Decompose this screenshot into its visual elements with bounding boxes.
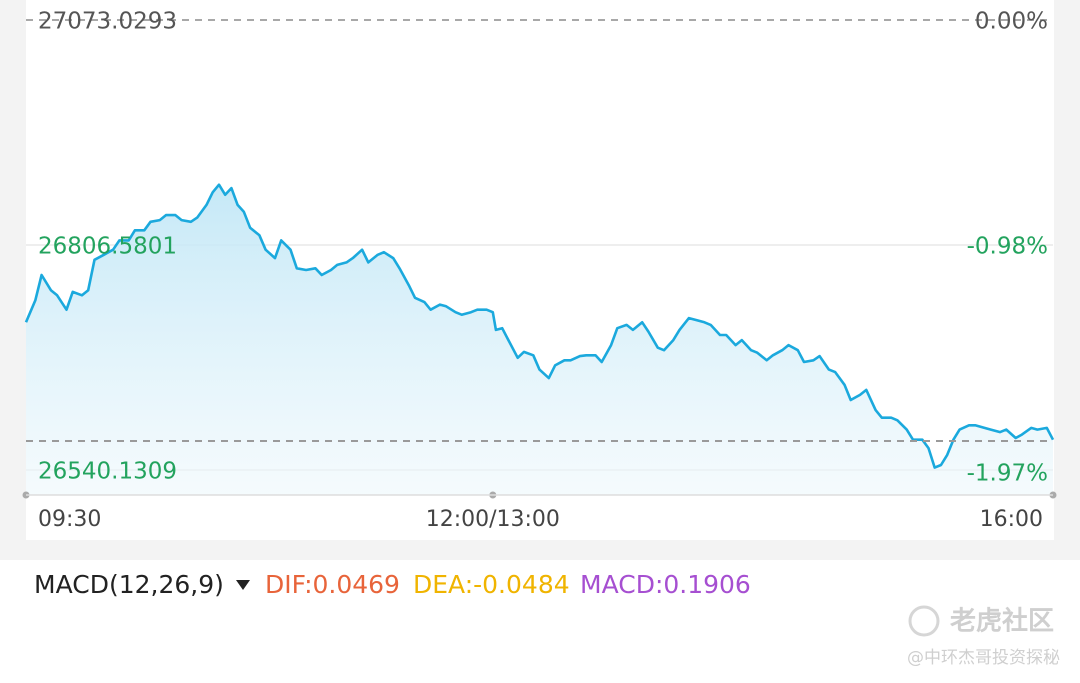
y2-tick-label: -1.97% bbox=[967, 461, 1048, 487]
dif-value: DIF:0.0469 bbox=[265, 570, 400, 599]
area-fill bbox=[26, 184, 1053, 495]
dropdown-arrow[interactable] bbox=[236, 580, 250, 590]
indicator-name[interactable]: MACD(12,26,9) bbox=[34, 570, 224, 599]
y-tick-label: 27073.0293 bbox=[38, 9, 177, 35]
y-tick-label: 26540.1309 bbox=[38, 458, 177, 484]
watermark-logo bbox=[908, 605, 940, 637]
watermark-author: @中环杰哥投资探秘 bbox=[907, 648, 1060, 668]
macd-value: MACD:0.1906 bbox=[580, 570, 751, 599]
x-tick-label: 09:30 bbox=[38, 507, 101, 532]
y2-tick-label: -0.98% bbox=[967, 233, 1048, 259]
dea-value: DEA:-0.0484 bbox=[413, 570, 570, 599]
indicator-panel bbox=[0, 560, 1080, 683]
x-tick-label: 16:00 bbox=[980, 507, 1043, 532]
y-tick-label: 26806.5801 bbox=[38, 233, 177, 259]
watermark-brand: 老虎社区 bbox=[950, 606, 1054, 637]
y2-tick-label: 0.00% bbox=[975, 9, 1048, 35]
price-line bbox=[24, 183, 1055, 469]
x-tick-label: 12:00/13:00 bbox=[426, 507, 560, 532]
plot: 27073.0293 26806.5801 26540.1309 0.00% -0.98… bbox=[22, 9, 1057, 532]
